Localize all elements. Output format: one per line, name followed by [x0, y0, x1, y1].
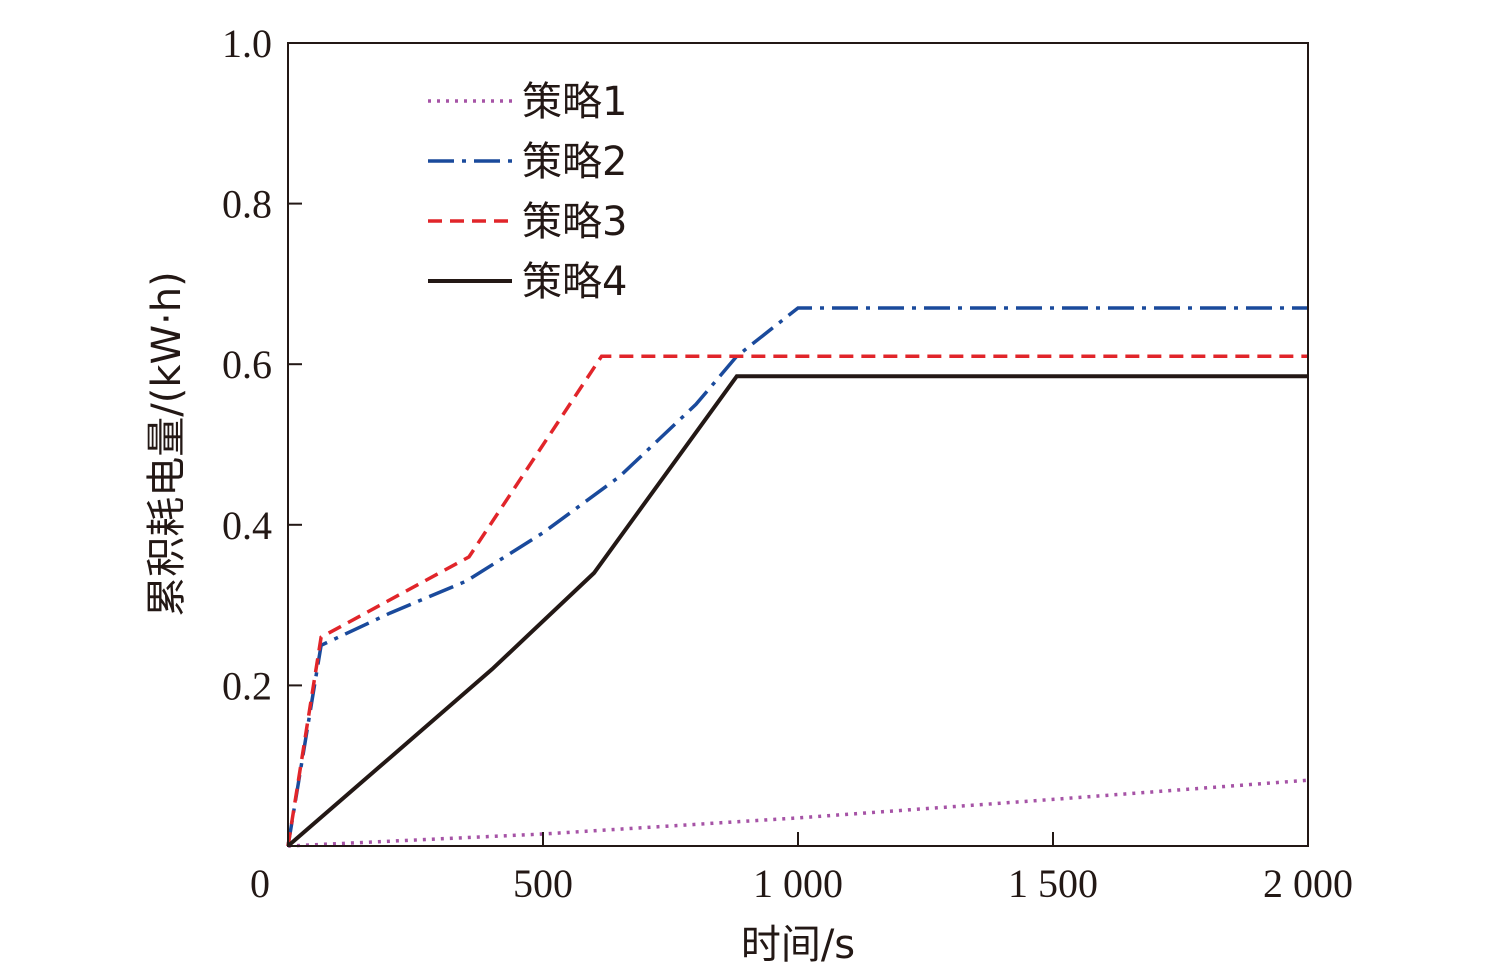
- x-tick-label: 2 000: [1263, 861, 1353, 906]
- y-tick-label: 0.4: [222, 503, 272, 548]
- y-tick-label: 0.8: [222, 182, 272, 227]
- x-tick-label: 1 500: [1008, 861, 1098, 906]
- x-tick-label: 1 000: [753, 861, 843, 906]
- legend-label-2: 策略2: [522, 139, 627, 185]
- x-tick-label: 0: [250, 861, 270, 906]
- series-line-2: [286, 306, 1308, 847]
- series-layer: [286, 306, 1309, 848]
- legend-label-1: 策略1: [522, 79, 627, 125]
- plot-frame: [287, 42, 1309, 847]
- y-tick-label: 1.0: [222, 21, 272, 66]
- x-axis-title: 时间/s: [741, 922, 855, 968]
- series-line-3: [286, 354, 1308, 847]
- y-tick-label: 0.2: [222, 663, 272, 708]
- legend-label-4: 策略4: [522, 259, 627, 305]
- ticks-layer: 0 500 1 000 1 500 2 000 0.2 0.4 0.6 0.8 1.0: [222, 21, 1353, 906]
- y-axis-title: 累积耗电量/(kW·h): [144, 271, 190, 616]
- legend: 策略1 策略2 策略3 策略4: [428, 79, 627, 305]
- series-line-4: [286, 374, 1308, 848]
- y-tick-label: 0.6: [222, 342, 272, 387]
- legend-label-3: 策略3: [522, 199, 627, 245]
- x-tick-label: 500: [513, 861, 573, 906]
